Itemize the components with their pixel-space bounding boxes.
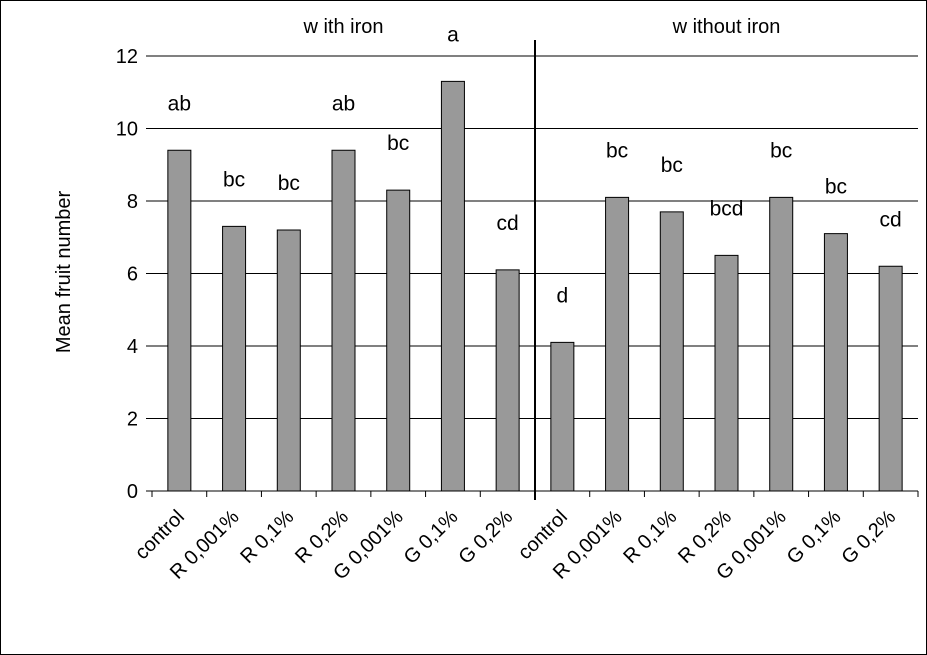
bar-annotation: ab xyxy=(168,92,191,115)
bar-annotation: bc xyxy=(387,132,409,155)
bar-annotation: a xyxy=(447,23,459,46)
axes xyxy=(146,40,919,500)
x-tick-label: G 0,1% xyxy=(783,506,846,569)
bar xyxy=(331,149,356,492)
bar xyxy=(605,196,630,492)
bar-annotation: bcd xyxy=(710,197,744,220)
group-labels: w ith iron w ithout iron xyxy=(302,16,780,38)
x-tick-label: R 0,1% xyxy=(236,506,298,568)
bar-annotation: cd xyxy=(880,208,902,231)
x-tick-label: G 0,2% xyxy=(454,506,517,569)
bar-annotation: ab xyxy=(332,92,355,115)
bar xyxy=(440,80,465,492)
bar-annotation: bc xyxy=(661,154,683,177)
bar-annotation: bc xyxy=(278,172,300,195)
bars xyxy=(167,80,903,492)
x-tick-label: G 0,1% xyxy=(400,506,463,569)
bar xyxy=(386,189,411,492)
bar xyxy=(167,149,192,492)
bar xyxy=(769,196,794,492)
bar xyxy=(276,229,301,492)
y-tick-label: 2 xyxy=(127,409,138,431)
y-tick-label: 10 xyxy=(116,119,138,141)
y-tick-labels: 0 2 4 6 8 10 12 xyxy=(116,46,138,503)
bar xyxy=(550,341,575,492)
y-tick-label: 4 xyxy=(127,336,138,358)
bar xyxy=(659,211,684,492)
y-tick-label: 0 xyxy=(127,481,138,503)
bar xyxy=(823,233,848,492)
bar-annotation: bc xyxy=(223,168,245,191)
bar xyxy=(714,254,739,492)
bar xyxy=(222,225,247,492)
y-tick-label: 12 xyxy=(116,46,138,68)
bar-annotation: bc xyxy=(770,139,792,162)
x-tick-label: R 0,1% xyxy=(619,506,681,568)
bar-annotation: bc xyxy=(825,176,847,199)
bar-annotations: ab bc bc ab bc a cd d bc bc bcd bc bc cd xyxy=(168,23,902,307)
bar xyxy=(495,269,520,492)
y-tick-label: 8 xyxy=(127,191,138,213)
y-tick-label: 6 xyxy=(127,264,138,286)
y-axis-label: Mean fruit number xyxy=(53,191,75,354)
x-tick-label: G 0,2% xyxy=(837,506,900,569)
bar xyxy=(878,265,903,492)
group-label: w ith iron xyxy=(302,16,383,38)
bar-annotation: bc xyxy=(606,139,628,162)
group-label: w ithout iron xyxy=(672,16,781,38)
bar-annotation: d xyxy=(557,284,569,307)
bar-annotation: cd xyxy=(497,212,519,235)
